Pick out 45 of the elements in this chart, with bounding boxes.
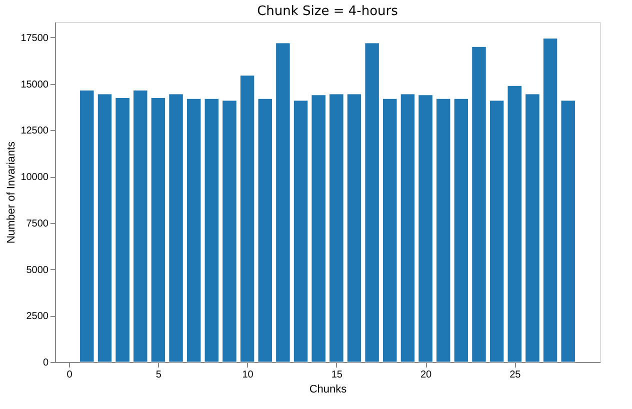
bar [132, 90, 148, 362]
bar [472, 46, 486, 362]
y-tick-label: 15000 [20, 79, 49, 90]
bar [418, 94, 433, 362]
y-tick-label: 17500 [20, 32, 49, 44]
y-tick-label: 2500 [26, 311, 49, 322]
y-tick-label: 0 [42, 358, 49, 368]
bar [293, 100, 308, 362]
bar [258, 98, 272, 362]
bar [542, 38, 558, 362]
bar [346, 94, 362, 362]
y-tick-label: 12500 [20, 126, 49, 137]
x-tick-label: 15 [331, 370, 343, 380]
bar [400, 94, 416, 362]
bar [204, 98, 220, 362]
bar [222, 100, 237, 362]
x-tick-label: 25 [510, 370, 522, 380]
bar [382, 98, 398, 362]
bar [560, 100, 576, 362]
bar [454, 98, 469, 362]
y-tick-label: 10000 [20, 172, 49, 184]
y-tick-label: 5000 [26, 264, 49, 276]
bar [364, 42, 380, 362]
bar [329, 94, 344, 362]
y-axis-title: Number of Invariants [6, 140, 18, 244]
bar [168, 94, 184, 362]
x-tick-label: 0 [66, 370, 73, 380]
bar [311, 94, 326, 362]
bar [150, 97, 166, 362]
bar [276, 42, 290, 362]
chart-title: Chunk Size = 4-hours [257, 4, 398, 19]
bar [115, 97, 130, 362]
bar [186, 98, 202, 362]
bar [436, 98, 451, 362]
bar [97, 94, 112, 362]
y-tick-label: 7500 [26, 218, 49, 230]
x-tick-label: 5 [156, 370, 162, 380]
bar [507, 85, 522, 362]
bar [80, 90, 94, 362]
x-tick-label: 20 [420, 370, 432, 380]
bar [489, 100, 504, 362]
bar [240, 75, 255, 362]
x-axis-title: Chunks [309, 384, 348, 396]
bar [525, 94, 540, 362]
x-tick-label: 10 [242, 370, 254, 380]
